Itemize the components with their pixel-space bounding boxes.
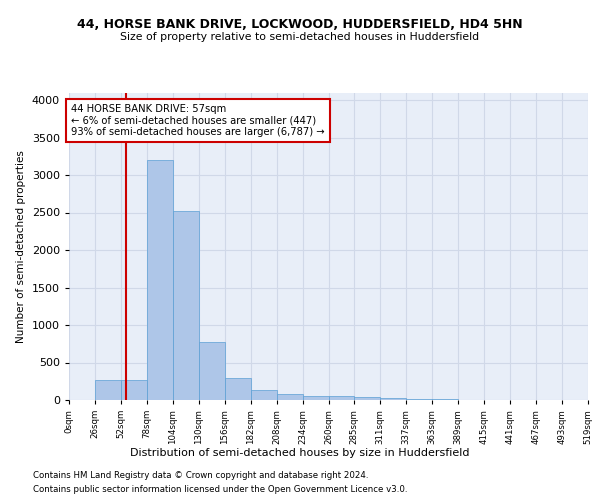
Text: Distribution of semi-detached houses by size in Huddersfield: Distribution of semi-detached houses by … bbox=[130, 448, 470, 458]
Text: 44 HORSE BANK DRIVE: 57sqm
← 6% of semi-detached houses are smaller (447)
93% of: 44 HORSE BANK DRIVE: 57sqm ← 6% of semi-… bbox=[71, 104, 325, 137]
Text: Contains public sector information licensed under the Open Government Licence v3: Contains public sector information licen… bbox=[33, 485, 407, 494]
Bar bbox=[95, 380, 121, 400]
Bar bbox=[303, 396, 329, 400]
Bar bbox=[225, 378, 251, 400]
Bar bbox=[380, 398, 406, 400]
Bar bbox=[173, 211, 199, 400]
Bar bbox=[406, 399, 432, 400]
Bar bbox=[329, 396, 354, 400]
Bar bbox=[147, 160, 173, 400]
Text: Contains HM Land Registry data © Crown copyright and database right 2024.: Contains HM Land Registry data © Crown c… bbox=[33, 471, 368, 480]
Y-axis label: Number of semi-detached properties: Number of semi-detached properties bbox=[16, 150, 26, 342]
Bar bbox=[251, 390, 277, 400]
Bar bbox=[277, 394, 303, 400]
Bar bbox=[354, 397, 380, 400]
Text: Size of property relative to semi-detached houses in Huddersfield: Size of property relative to semi-detach… bbox=[121, 32, 479, 42]
Bar bbox=[199, 342, 225, 400]
Text: 44, HORSE BANK DRIVE, LOCKWOOD, HUDDERSFIELD, HD4 5HN: 44, HORSE BANK DRIVE, LOCKWOOD, HUDDERSF… bbox=[77, 18, 523, 30]
Bar bbox=[121, 380, 147, 400]
